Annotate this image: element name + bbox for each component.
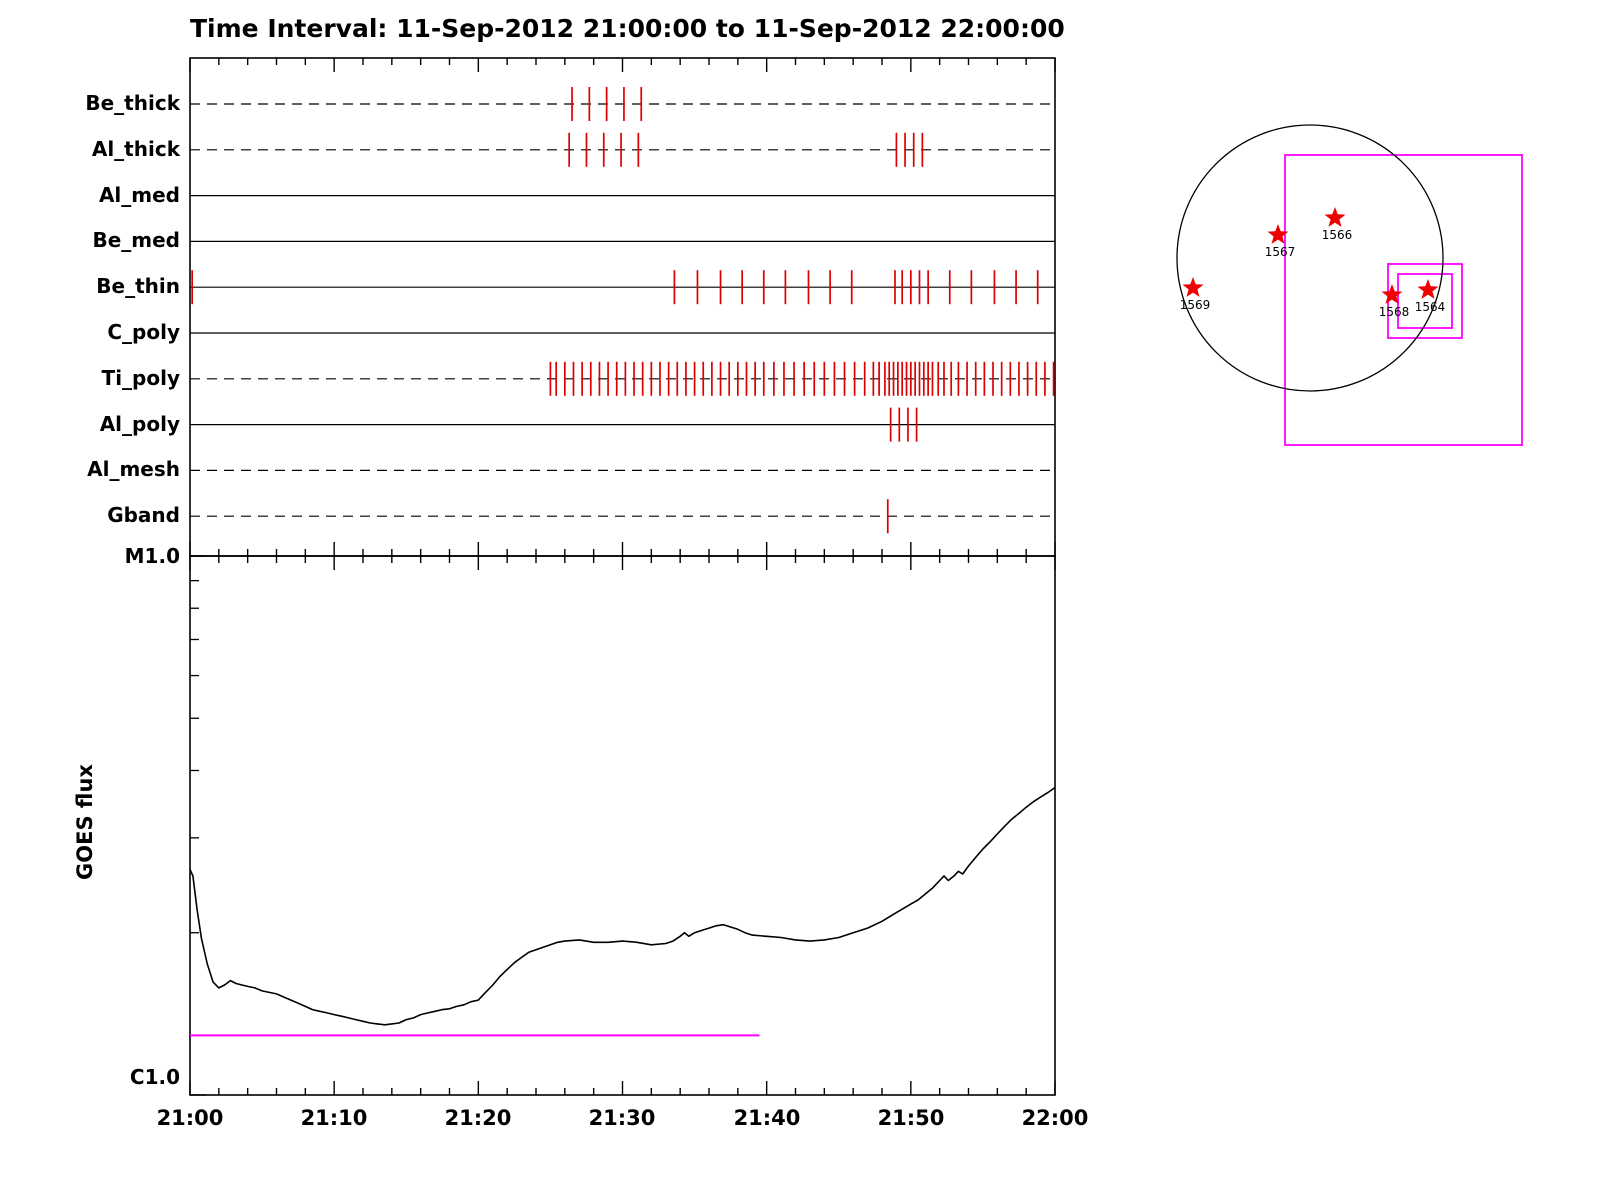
active-region-star-1564 xyxy=(1417,279,1439,299)
x-tick-label-2130: 21:30 xyxy=(588,1106,656,1130)
x-tick-label-2200: 22:00 xyxy=(1021,1106,1089,1130)
row-label-be-med: Be_med xyxy=(92,228,180,252)
row-label-be-thin: Be_thin xyxy=(96,274,180,298)
active-region-star-1569 xyxy=(1182,277,1204,297)
y-axis-title: GOES flux xyxy=(73,764,97,880)
row-label-c-poly: C_poly xyxy=(107,320,180,344)
goes-panel-frame xyxy=(189,555,1056,1096)
active-region-label-1564: 1564 xyxy=(1415,300,1446,314)
active-region-label-1569: 1569 xyxy=(1180,298,1211,312)
active-region-label-1567: 1567 xyxy=(1265,245,1296,259)
row-label-al-mesh: Al_mesh xyxy=(87,457,180,481)
row-label-al-thick: Al_thick xyxy=(91,137,180,161)
solar-limb xyxy=(1176,124,1444,392)
timeline-panel-frame xyxy=(189,57,1056,557)
row-label-gband: Gband xyxy=(107,503,180,527)
active-region-star-1566 xyxy=(1324,207,1346,227)
fov-rect xyxy=(1284,154,1523,446)
y-axis-top-label: M1.0 xyxy=(124,544,180,568)
goes-flux-curve xyxy=(189,786,1056,1026)
x-tick-label-2120: 21:20 xyxy=(444,1106,512,1130)
x-tick-label-2140: 21:40 xyxy=(733,1106,801,1130)
figure-title: Time Interval: 11-Sep-2012 21:00:00 to 1… xyxy=(190,14,1065,43)
row-label-al-med: Al_med xyxy=(98,183,180,207)
target-box-1 xyxy=(1397,273,1453,329)
y-axis-bottom-label: C1.0 xyxy=(129,1065,180,1089)
active-region-star-1567 xyxy=(1267,224,1289,244)
row-label-al-poly: Al_poly xyxy=(99,412,180,436)
x-tick-label-2110: 21:10 xyxy=(300,1106,368,1130)
x-tick-label-2150: 21:50 xyxy=(877,1106,945,1130)
x-tick-label-2100: 21:00 xyxy=(156,1106,224,1130)
active-region-label-1566: 1566 xyxy=(1322,228,1353,242)
active-region-label-1568: 1568 xyxy=(1379,305,1410,319)
row-label-ti-poly: Ti_poly xyxy=(101,366,180,390)
active-region-star-1568 xyxy=(1381,284,1403,304)
row-label-be-thick: Be_thick xyxy=(85,91,180,115)
